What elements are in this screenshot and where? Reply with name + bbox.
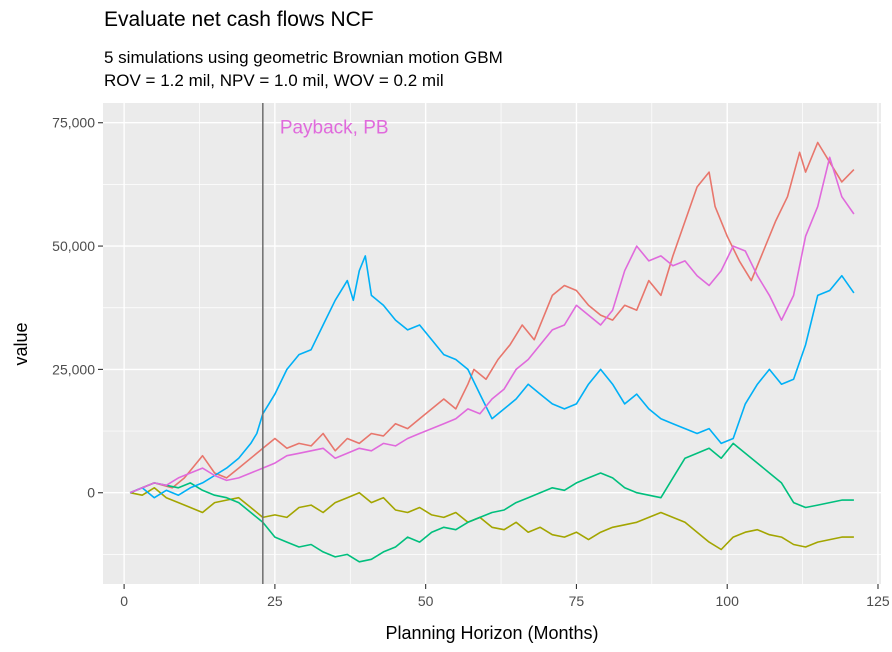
series-lines [129,141,855,563]
y-tick-label: 75,000 [52,115,95,131]
series-line-2 [129,486,854,551]
x-axis-label: Planning Horizon (Months) [385,623,598,643]
y-tick-label: 25,000 [52,361,95,377]
y-tick-label: 0 [87,485,95,501]
x-tick-label: 0 [120,593,128,609]
x-tick-label: 100 [716,593,740,609]
annotation-label: Payback, PB [280,118,389,139]
x-tick-label: 50 [418,593,434,609]
x-tick-label: 125 [866,593,890,609]
chart-title: Evaluate net cash flows NCF [104,8,374,31]
series-line-3 [129,442,854,563]
series-line-5 [129,156,855,494]
x-axis: 0 25 50 75 100 125 [120,584,890,609]
x-tick-label: 75 [569,593,585,609]
minor-gridlines [103,103,881,584]
series-line-4 [129,255,855,499]
y-axis-label: value [11,322,31,365]
y-axis: 0 25,000 50,000 75,000 [52,115,103,501]
x-tick-label: 25 [267,593,283,609]
chart-subtitle-line-1: 5 simulations using geometric Brownian m… [104,48,503,67]
plot-panel [103,103,881,584]
annotation-layer: Payback, PB [280,118,389,139]
series-line-1 [129,141,855,494]
chart-subtitle-line-2: ROV = 1.2 mil, NPV = 1.0 mil, WOV = 0.2 … [104,71,444,90]
y-tick-label: 50,000 [52,238,95,254]
